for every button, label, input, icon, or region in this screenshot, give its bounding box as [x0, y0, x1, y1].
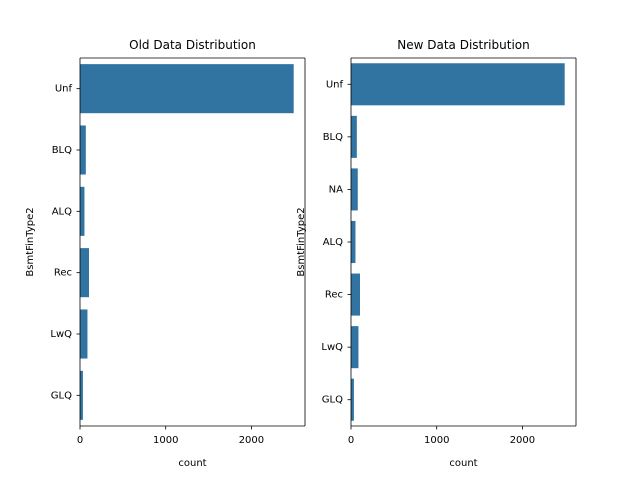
bar-na	[351, 168, 358, 211]
bar-glq	[80, 370, 83, 420]
bar-lwq	[351, 326, 359, 369]
y-axis-label: BsmtFinType2	[25, 207, 36, 276]
bar-lwq	[80, 309, 88, 359]
y-tick-label-unf: Unf	[55, 84, 73, 95]
bar-alq	[80, 186, 85, 236]
x-axis-label: count	[178, 458, 206, 469]
y-axis-label: BsmtFinType2	[296, 207, 307, 276]
chart-title: New Data Distribution	[397, 38, 529, 52]
bar-rec	[80, 248, 89, 298]
bar-alq	[351, 220, 356, 264]
y-tick-label-rec: Rec	[54, 268, 72, 279]
y-tick-label-rec: Rec	[325, 290, 343, 301]
x-tick-label: 2000	[239, 435, 264, 446]
bar-unf	[351, 63, 565, 106]
bar-glq	[351, 378, 354, 421]
y-tick-label-unf: Unf	[326, 79, 344, 90]
old-data-panel: Unf BLQ ALQ Rec LwQ GLQ 0 1000 2000 Old Data Dist…	[25, 38, 306, 469]
y-tick-label-blq: BLQ	[52, 145, 72, 156]
chart-title: Old Data Distribution	[129, 38, 256, 52]
x-tick-label: 0	[77, 435, 83, 446]
bar-blq	[80, 125, 86, 175]
x-tick-label: 0	[348, 435, 354, 446]
bar-unf	[80, 64, 294, 114]
y-tick-label-blq: BLQ	[323, 132, 343, 143]
y-tick-label-alq: ALQ	[323, 237, 343, 248]
x-tick-label: 2000	[510, 435, 535, 446]
y-tick-label-lwq: LwQ	[50, 329, 72, 340]
y-tick-label-alq: ALQ	[52, 206, 72, 217]
x-tick-label: 1000	[424, 435, 449, 446]
y-tick-label-na: NA	[329, 184, 343, 195]
y-tick-label-glq: GLQ	[51, 390, 72, 401]
x-axis-label: count	[449, 458, 477, 469]
bar-rec	[351, 273, 360, 316]
new-data-panel: Unf BLQ NA ALQ Rec LwQ GLQ 0 1000 2000 New Data Di…	[296, 38, 577, 469]
y-tick-label-glq: GLQ	[322, 395, 343, 406]
y-tick-label-lwq: LwQ	[321, 342, 343, 353]
bar-blq	[351, 115, 357, 158]
x-tick-label: 1000	[153, 435, 178, 446]
